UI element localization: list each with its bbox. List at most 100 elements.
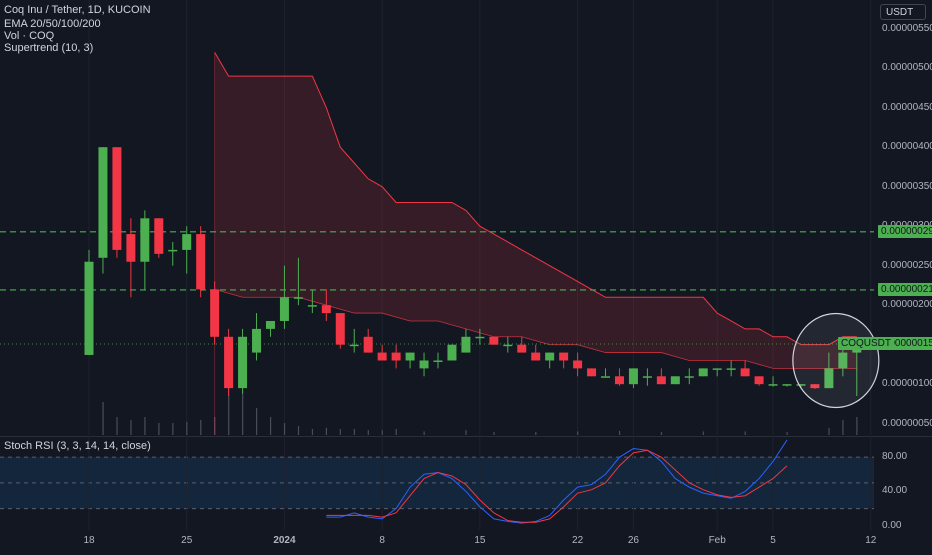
candle-body bbox=[168, 249, 178, 252]
volume-bar bbox=[702, 431, 704, 435]
supertrend-line bbox=[214, 52, 857, 346]
stoch-rsi-k-line bbox=[326, 439, 788, 524]
candle-body bbox=[419, 360, 429, 369]
candle-body bbox=[279, 297, 289, 321]
indicator-supertrend-label[interactable]: Supertrend (10, 3) bbox=[4, 42, 94, 54]
candle-body bbox=[838, 352, 848, 369]
time-axis-label: 25 bbox=[181, 535, 193, 546]
candle-body bbox=[754, 376, 764, 385]
candle-body bbox=[670, 376, 680, 385]
rsi-axis-label: 80.00 bbox=[882, 451, 908, 463]
candle-body bbox=[140, 218, 150, 262]
time-axis-label: 2024 bbox=[273, 535, 296, 546]
candle-body bbox=[405, 352, 415, 361]
candle-body bbox=[810, 384, 820, 389]
candle-body bbox=[614, 376, 624, 385]
candle-body bbox=[545, 352, 555, 361]
indicator-volume-label[interactable]: Vol · COQ bbox=[4, 30, 55, 42]
candle-body bbox=[768, 384, 778, 386]
price-axis-label: 0.0000025000 bbox=[882, 259, 932, 271]
candle-body bbox=[656, 376, 666, 385]
candle-body bbox=[196, 234, 206, 290]
volume-bar bbox=[116, 417, 118, 435]
candle-body bbox=[698, 368, 708, 377]
time-axis-label: 18 bbox=[83, 535, 95, 546]
volume-bar bbox=[228, 381, 230, 435]
candle-body bbox=[391, 352, 401, 361]
time-axis-label: 15 bbox=[474, 535, 486, 546]
candle-body bbox=[224, 336, 234, 389]
volume-bar bbox=[842, 420, 844, 435]
indicator-ema-label[interactable]: EMA 20/50/100/200 bbox=[4, 18, 101, 30]
volume-bar bbox=[297, 426, 300, 435]
candle-body bbox=[293, 297, 303, 299]
candle-body bbox=[84, 261, 94, 355]
highlight-circle bbox=[792, 312, 880, 409]
time-axis-label: 26 bbox=[627, 535, 639, 546]
symbol-tag: COQUSDT bbox=[838, 336, 894, 350]
volume-bar bbox=[856, 417, 858, 435]
volume-bar bbox=[577, 431, 579, 435]
volume-bar bbox=[535, 432, 537, 435]
candle-body bbox=[712, 368, 722, 370]
candle-body bbox=[503, 344, 513, 347]
candle-body bbox=[796, 384, 806, 386]
price-axis-label: 0.0000020000 bbox=[882, 299, 932, 311]
volume-bar bbox=[130, 420, 132, 435]
volume-bar bbox=[465, 430, 467, 435]
candle-body bbox=[824, 368, 834, 389]
volume-bar bbox=[786, 432, 788, 435]
volume-bar bbox=[283, 423, 286, 435]
volume-bar bbox=[381, 430, 383, 435]
stoch-rsi-d-line bbox=[326, 449, 788, 523]
volume-bar bbox=[269, 417, 272, 435]
candle-body bbox=[642, 376, 652, 378]
candle-body bbox=[433, 360, 443, 362]
candle-body bbox=[531, 352, 541, 361]
time-axis-label: Feb bbox=[708, 535, 726, 546]
candle-body bbox=[489, 336, 499, 345]
candle-body bbox=[782, 384, 792, 386]
volume-bar bbox=[618, 430, 621, 435]
time-axis-label: 8 bbox=[379, 535, 385, 546]
candle-body bbox=[265, 320, 275, 329]
candle-body bbox=[252, 328, 262, 353]
candle-body bbox=[112, 147, 122, 250]
candle-body bbox=[363, 336, 373, 353]
volume-bar bbox=[144, 417, 146, 435]
price-axis-label: 0.0000035000 bbox=[882, 180, 932, 192]
candle-body bbox=[684, 376, 694, 378]
volume-bar bbox=[200, 420, 202, 435]
candle-body bbox=[349, 344, 359, 347]
candle-body bbox=[98, 147, 108, 258]
candle-body bbox=[740, 368, 750, 377]
volume-bar bbox=[214, 417, 216, 435]
supertrend-fill bbox=[214, 52, 857, 369]
rsi-axis-label: 40.00 bbox=[882, 485, 908, 497]
volume-bar bbox=[744, 431, 746, 435]
candle-body bbox=[601, 376, 611, 378]
volume-bar bbox=[242, 390, 244, 435]
candle-body bbox=[154, 218, 164, 254]
volume-bar bbox=[395, 429, 397, 435]
candle-body bbox=[559, 352, 569, 361]
candle-body bbox=[461, 336, 471, 353]
volume-bar bbox=[493, 432, 495, 435]
stoch-rsi-label[interactable]: Stoch RSI (3, 3, 14, 14, close) bbox=[4, 440, 151, 452]
candle-body bbox=[475, 336, 485, 339]
volume-bar bbox=[367, 430, 369, 435]
price-axis-label: 0.0000010000 bbox=[882, 378, 932, 390]
price-axis-label: 0.0000005000 bbox=[882, 417, 932, 429]
candle-body bbox=[726, 368, 736, 370]
time-axis-label: 22 bbox=[572, 535, 584, 546]
candle-body bbox=[182, 234, 192, 250]
price-axis-label: 0.0000050000 bbox=[882, 62, 932, 74]
currency-selector[interactable]: USDT bbox=[880, 4, 926, 20]
candle-body bbox=[238, 336, 248, 389]
candle-body bbox=[210, 289, 220, 337]
rsi-axis-label: 0.00 bbox=[882, 519, 902, 531]
ema-line bbox=[214, 289, 857, 369]
candle-body bbox=[126, 234, 136, 262]
